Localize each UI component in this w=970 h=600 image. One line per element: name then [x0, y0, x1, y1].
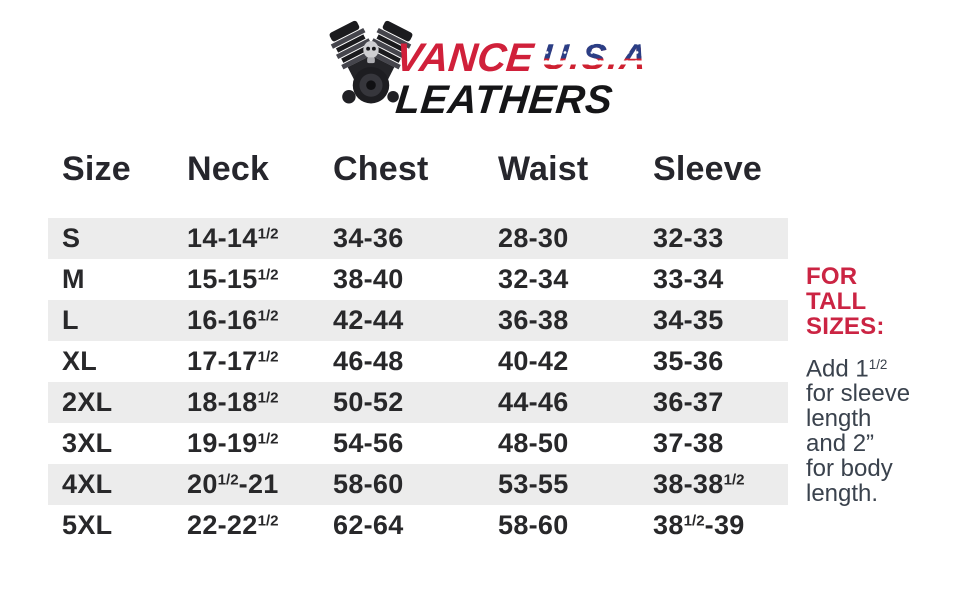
- brand-wordmark: VANCE U.S.A LEATHERS: [393, 36, 651, 122]
- table-row-3xl: 3XL 19-191/2 54-56 48-50 37-38: [48, 423, 788, 464]
- size-label: M: [62, 264, 85, 294]
- table-row-l: L 16-161/2 42-44 36-38 34-35: [48, 300, 788, 341]
- table-row-2xl: 2XL 18-181/2 50-52 44-46 36-37: [48, 382, 788, 423]
- brand-logo: VANCE U.S.A LEATHERS: [318, 14, 663, 122]
- tall-sizes-heading: FOR TALL SIZES:: [806, 263, 885, 340]
- size-label: 2XL: [62, 387, 113, 417]
- sleeve-value: 38-381/2: [653, 469, 745, 499]
- sleeve-value: 32-33: [653, 223, 724, 253]
- column-header-neck: Neck: [187, 150, 270, 188]
- size-label: L: [62, 305, 79, 335]
- tall-sizes-note: FOR TALL SIZES: Add 11/2 for sleeve leng…: [806, 264, 946, 506]
- waist-value: 48-50: [498, 428, 569, 458]
- neck-value: 19-191/2: [187, 428, 279, 458]
- size-label: S: [62, 223, 81, 253]
- waist-value: 58-60: [498, 510, 569, 540]
- sleeve-value: 381/2-39: [653, 510, 745, 540]
- table-row-4xl: 4XL 201/2-21 58-60 53-55 38-381/2: [48, 464, 788, 505]
- waist-value: 40-42: [498, 346, 569, 376]
- neck-value: 18-181/2: [187, 387, 279, 417]
- waist-value: 44-46: [498, 387, 569, 417]
- size-chart-table: Size Neck Chest Waist Sleeve S 14-141/2 …: [48, 150, 788, 546]
- chest-value: 46-48: [333, 346, 404, 376]
- neck-value: 16-161/2: [187, 305, 279, 335]
- size-label: 4XL: [62, 469, 113, 499]
- chest-value: 54-56: [333, 428, 404, 458]
- column-header-chest: Chest: [333, 150, 429, 188]
- chest-value: 42-44: [333, 305, 404, 335]
- chest-value: 38-40: [333, 264, 404, 294]
- chest-value: 58-60: [333, 469, 404, 499]
- neck-value: 22-221/2: [187, 510, 279, 540]
- neck-value: 17-171/2: [187, 346, 279, 376]
- table-row-xl: XL 17-171/2 46-48 40-42 35-36: [48, 341, 788, 382]
- table-row-s: S 14-141/2 34-36 28-30 32-33: [48, 218, 788, 259]
- sleeve-value: 33-34: [653, 264, 724, 294]
- brand-name-leathers: LEATHERS: [393, 78, 615, 122]
- waist-value: 28-30: [498, 223, 569, 253]
- size-label: 5XL: [62, 510, 113, 540]
- table-row-5xl: 5XL 22-221/2 62-64 58-60 381/2-39: [48, 505, 788, 546]
- brand-name-vance: VANCE: [393, 36, 536, 80]
- table-header-row: Size Neck Chest Waist Sleeve: [48, 150, 788, 218]
- neck-value: 14-141/2: [187, 223, 279, 253]
- column-header-sleeve: Sleeve: [653, 150, 762, 188]
- table-row-m: M 15-151/2 38-40 32-34 33-34: [48, 259, 788, 300]
- chest-value: 62-64: [333, 510, 404, 540]
- neck-value: 201/2-21: [187, 469, 279, 499]
- sleeve-value: 37-38: [653, 428, 724, 458]
- sleeve-value: 35-36: [653, 346, 724, 376]
- column-header-size: Size: [62, 150, 131, 188]
- size-label: XL: [62, 346, 98, 376]
- waist-value: 32-34: [498, 264, 569, 294]
- size-label: 3XL: [62, 428, 113, 458]
- waist-value: 36-38: [498, 305, 569, 335]
- sleeve-value: 34-35: [653, 305, 724, 335]
- column-header-waist: Waist: [498, 150, 589, 188]
- neck-value: 15-151/2: [187, 264, 279, 294]
- brand-name-usa: U.S.A: [539, 36, 651, 77]
- chest-value: 34-36: [333, 223, 404, 253]
- engine-icon: [329, 20, 413, 104]
- waist-value: 53-55: [498, 469, 569, 499]
- sleeve-value: 36-37: [653, 387, 724, 417]
- tall-sizes-body: Add 11/2 for sleeve length and 2” for bo…: [806, 355, 911, 508]
- chest-value: 50-52: [333, 387, 404, 417]
